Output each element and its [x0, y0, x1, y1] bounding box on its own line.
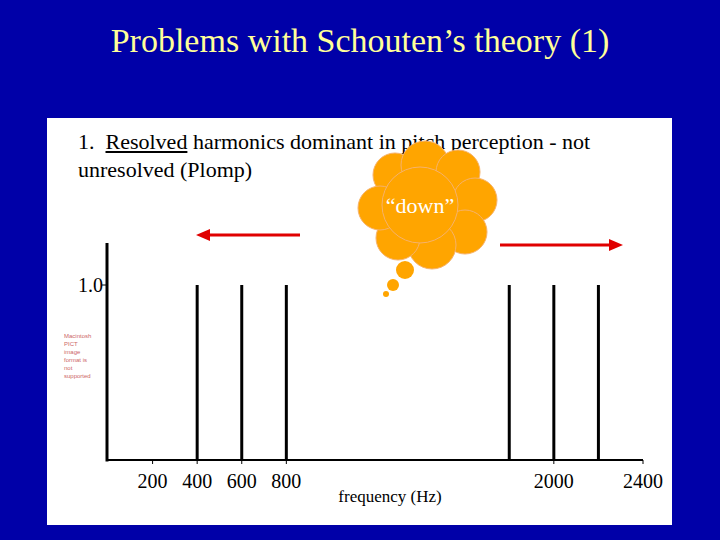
- x-tick: [241, 460, 242, 464]
- subtitle-word: unresolved: [78, 157, 175, 182]
- subtitle-word: (Plomp): [180, 157, 252, 182]
- arrow: [500, 244, 613, 247]
- harmonic: [240, 285, 243, 460]
- subtitle-word: perception: [451, 129, 544, 154]
- x-tick-label: 800: [271, 470, 301, 492]
- x-tick-label: 600: [227, 470, 257, 492]
- subtitle-word: 1.: [78, 129, 95, 154]
- subtitle-word: dominant: [290, 129, 373, 154]
- x-tick: [197, 460, 198, 464]
- harmonic: [285, 285, 288, 460]
- cloud-dot: [387, 279, 399, 291]
- x-tick: [286, 460, 287, 464]
- title: Problems with Schouten’s theory (1): [0, 22, 720, 60]
- subtitle-word: Resolved: [106, 129, 188, 154]
- y-axis: [106, 243, 109, 462]
- x-axis: [106, 459, 643, 461]
- arrow-head: [609, 239, 623, 251]
- x-tick: [553, 460, 554, 464]
- cloud-dot: [383, 291, 389, 297]
- x-tick: [643, 460, 644, 464]
- arrow-head: [196, 229, 210, 241]
- subtitle: 1. Resolved harmonics dominant in pitch …: [78, 128, 638, 184]
- subtitle-word: harmonics: [193, 129, 285, 154]
- x-tick-label: 2400: [623, 470, 663, 492]
- thought-bubble: [358, 141, 497, 297]
- x-tick-label: 2000: [534, 470, 574, 492]
- subtitle-word: in: [379, 129, 396, 154]
- note: Macintosh PICT image format is not suppo…: [64, 332, 94, 380]
- x-tick: [152, 460, 153, 464]
- x-tick-label: 400: [182, 470, 212, 492]
- arrow: [206, 234, 300, 237]
- subtitle-word: not: [562, 129, 590, 154]
- y-tick-label: 1.0: [78, 274, 103, 296]
- cloud-blob: [382, 167, 458, 243]
- x-tick-label: 200: [138, 470, 168, 492]
- x-axis-label: frequency (Hz): [338, 487, 441, 506]
- cloud-dot: [396, 261, 414, 279]
- harmonic: [196, 285, 199, 460]
- chart: 1.0 200 400 600 800 2000 2400 frequency (Hz) “do…: [0, 0, 720, 540]
- harmonic: [552, 285, 555, 460]
- harmonic: [597, 285, 600, 460]
- harmonic: [508, 285, 511, 460]
- subtitle-word: -: [549, 129, 556, 154]
- annotation: “down”: [386, 193, 454, 218]
